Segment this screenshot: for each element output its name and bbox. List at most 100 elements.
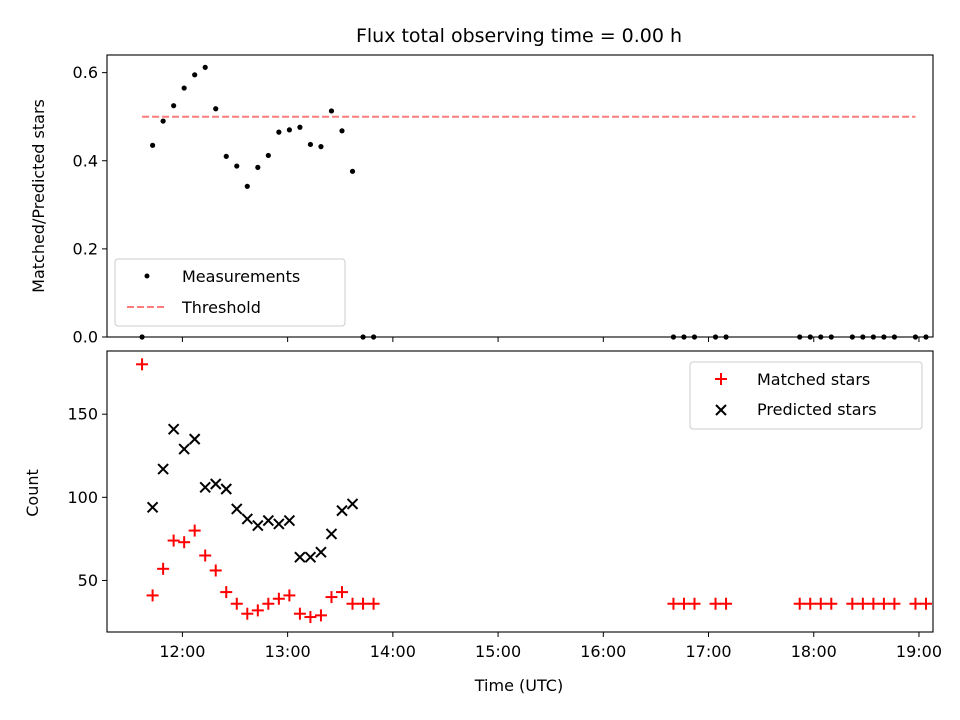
measurement-point bbox=[349, 168, 356, 174]
predicted-point bbox=[283, 514, 296, 527]
predicted-point bbox=[199, 481, 211, 494]
measurement-point bbox=[192, 72, 198, 78]
measurement-point bbox=[181, 85, 187, 91]
predicted-point bbox=[315, 546, 327, 558]
measurement-point bbox=[276, 129, 282, 135]
measurement-point bbox=[149, 142, 156, 148]
y-tick-label: 150 bbox=[67, 405, 98, 424]
x-tick-label: 19:00 bbox=[896, 642, 942, 661]
matched-point bbox=[146, 589, 159, 602]
matched-point bbox=[846, 597, 859, 610]
measurement-point bbox=[286, 127, 292, 133]
bottom-legend: Matched stars Predicted stars bbox=[689, 361, 923, 430]
measurement-point bbox=[171, 103, 177, 109]
matched-point bbox=[877, 597, 890, 610]
legend-matched-label: Matched stars bbox=[757, 370, 870, 389]
matched-point bbox=[304, 611, 317, 624]
predicted-point bbox=[231, 503, 243, 515]
matched-point bbox=[335, 586, 348, 599]
predicted-point bbox=[157, 463, 169, 475]
matched-point bbox=[209, 564, 222, 577]
matched-point bbox=[793, 597, 806, 610]
matched-point bbox=[314, 609, 327, 622]
y-tick-label: 0.0 bbox=[73, 328, 98, 347]
top-legend-box bbox=[114, 258, 346, 327]
measurement-point bbox=[339, 128, 345, 134]
bottom-legend-box bbox=[689, 361, 923, 430]
y-tick-label: 100 bbox=[67, 488, 98, 507]
matched-point bbox=[167, 534, 180, 547]
predicted-point bbox=[241, 513, 254, 525]
legend-matched-marker bbox=[715, 373, 727, 385]
predicted-point bbox=[346, 498, 359, 510]
top-y-axis-label: Matched/Predicted stars bbox=[29, 99, 48, 293]
matched-point bbox=[667, 597, 680, 610]
top-axes-frame bbox=[106, 54, 934, 338]
predicted-point bbox=[252, 519, 264, 532]
measurement-point bbox=[202, 64, 208, 70]
bottom-y-axis-label: Count bbox=[23, 469, 42, 517]
measurement-point bbox=[297, 124, 303, 130]
matched-point bbox=[262, 597, 275, 610]
matched-point bbox=[856, 597, 869, 610]
matched-point bbox=[709, 597, 722, 610]
matched-point bbox=[241, 607, 254, 620]
matched-point bbox=[220, 586, 233, 599]
predicted-point bbox=[262, 514, 275, 527]
matched-point bbox=[888, 597, 901, 610]
matched-point bbox=[919, 597, 932, 610]
measurement-point bbox=[213, 106, 219, 112]
predicted-point bbox=[167, 423, 180, 435]
matched-point bbox=[677, 597, 690, 610]
measurement-point bbox=[255, 164, 261, 170]
bottom-axes-frame bbox=[106, 350, 934, 633]
matched-point bbox=[367, 597, 380, 610]
predicted-point bbox=[188, 433, 201, 445]
legend-measurements-label: Measurements bbox=[182, 267, 300, 286]
y-tick-label: 0.2 bbox=[73, 239, 98, 258]
top-panel: 0.0 0.2 0.4 0.6 Matched/Predicted stars Mea… bbox=[29, 54, 934, 347]
matched-point bbox=[688, 597, 701, 610]
matched-point bbox=[230, 597, 243, 610]
predicted-point bbox=[336, 504, 348, 517]
matched-point bbox=[346, 597, 359, 610]
matched-point bbox=[814, 597, 827, 610]
x-tick-label: 17:00 bbox=[685, 642, 731, 661]
predicted-point bbox=[294, 551, 306, 563]
predicted-point bbox=[146, 501, 159, 514]
legend-predicted-label: Predicted stars bbox=[757, 400, 877, 419]
legend-threshold-label: Threshold bbox=[181, 298, 261, 317]
bottom-panel: 12:00 13:00 14:00 15:00 16:00 17:00 18:00 19:00… bbox=[23, 350, 942, 695]
predicted-point bbox=[325, 528, 338, 540]
predicted-point bbox=[304, 551, 317, 563]
matched-point bbox=[293, 607, 306, 620]
x-tick-label: 13:00 bbox=[265, 642, 311, 661]
matched-point bbox=[272, 592, 285, 605]
matched-point bbox=[188, 524, 201, 537]
bottom-plot-area bbox=[136, 358, 932, 624]
measurement-point bbox=[244, 183, 250, 189]
predicted-point bbox=[210, 478, 222, 490]
legend-predicted-marker bbox=[715, 404, 727, 416]
matched-point bbox=[283, 589, 296, 602]
x-tick-label: 18:00 bbox=[791, 642, 837, 661]
matched-point bbox=[178, 536, 191, 549]
measurement-point bbox=[265, 152, 271, 159]
matched-point bbox=[825, 597, 838, 610]
bottom-ticks: 12:00 13:00 14:00 15:00 16:00 17:00 18:00 19:00… bbox=[67, 405, 942, 661]
legend-measurements-marker bbox=[144, 273, 150, 279]
top-ticks: 0.0 0.2 0.4 0.6 bbox=[73, 63, 920, 347]
y-tick-label: 0.4 bbox=[73, 151, 98, 170]
matched-point bbox=[867, 597, 880, 610]
x-tick-label: 16:00 bbox=[580, 642, 626, 661]
predicted-point bbox=[273, 518, 285, 530]
y-tick-label: 50 bbox=[78, 571, 98, 590]
measurement-point bbox=[234, 163, 240, 169]
predicted-point bbox=[220, 483, 232, 495]
x-tick-label: 12:00 bbox=[159, 642, 205, 661]
predicted-point bbox=[178, 443, 190, 455]
x-tick-label: 14:00 bbox=[370, 642, 416, 661]
matched-point bbox=[251, 604, 264, 617]
matched-point bbox=[325, 591, 338, 604]
